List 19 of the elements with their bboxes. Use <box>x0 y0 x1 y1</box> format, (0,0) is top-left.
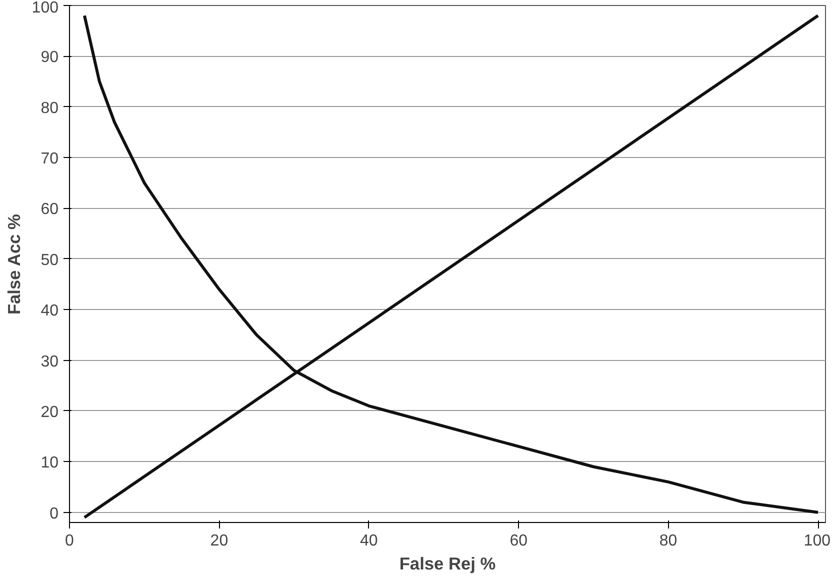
x-tick-label: 80 <box>659 532 678 550</box>
y-tick-label: 100 <box>32 0 59 16</box>
y-tick-label: 20 <box>40 404 59 421</box>
x-tick-label: 40 <box>360 532 378 550</box>
y-tick-label: 40 <box>40 302 59 320</box>
y-tick-label: 80 <box>40 100 59 117</box>
y-axis-title: False Acc % <box>4 214 24 315</box>
y-tick-label: 0 <box>50 505 59 522</box>
y-tick-label: 70 <box>40 150 59 168</box>
x-axis-title: False Rej % <box>399 554 496 574</box>
y-tick-label: 10 <box>40 454 59 472</box>
x-tick-label: 60 <box>510 532 528 550</box>
x-tick-label: 0 <box>65 532 74 550</box>
y-tick-label: 50 <box>40 252 59 269</box>
y-tick-label: 90 <box>40 49 59 66</box>
y-tick-label: 60 <box>40 201 59 218</box>
y-tick-label: 30 <box>40 353 59 370</box>
x-tick-label: 100 <box>804 532 831 550</box>
x-tick-label: 20 <box>210 532 228 550</box>
